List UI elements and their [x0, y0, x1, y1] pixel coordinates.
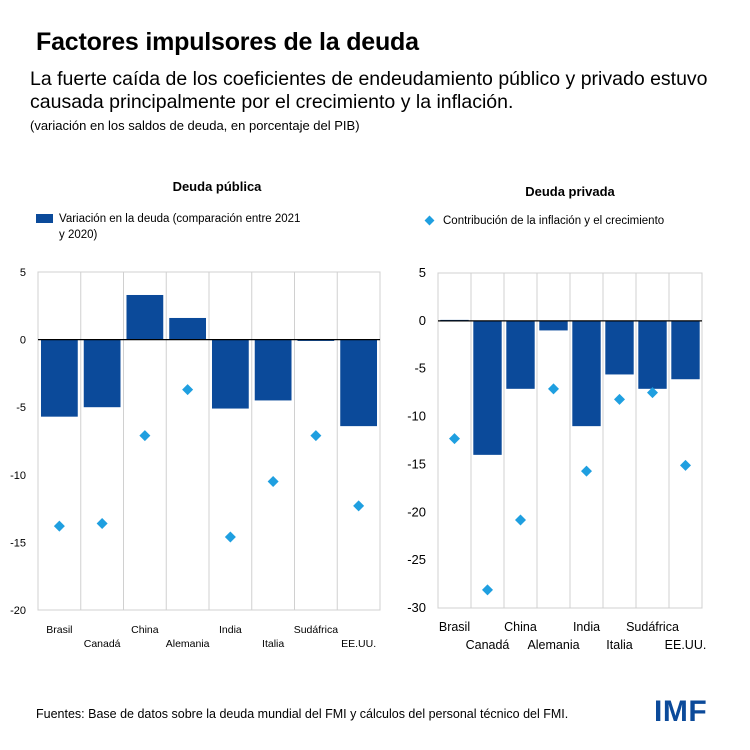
bar-ee-uu — [340, 339, 378, 427]
private-debt-title: Deuda privada — [525, 184, 615, 199]
unit-note: (variación en los saldos de deuda, en po… — [30, 118, 360, 133]
diamond-china — [139, 430, 151, 442]
y-tick-label: 5 — [20, 267, 26, 279]
bar-canada — [83, 339, 121, 408]
category-label-canada: Canadá — [466, 638, 510, 652]
y-tick-label: 5 — [419, 265, 426, 280]
bar-ee-uu — [671, 320, 700, 380]
diamond-alemania — [182, 384, 194, 396]
public-debt-chart: 5 0 -5 -10 -15 -20 Brasil Canadá China Alemania In… — [10, 267, 381, 650]
category-label-brasil: Brasil — [46, 624, 72, 636]
diamond-canada — [96, 517, 108, 529]
category-label-alemania: Alemania — [166, 638, 210, 650]
bar-alemania — [539, 320, 568, 331]
category-label-india: India — [573, 620, 600, 634]
bar-canada — [473, 320, 502, 455]
category-label-sudafrica: Sudáfrica — [626, 620, 679, 634]
public-debt-title: Deuda pública — [172, 179, 262, 194]
diamond-ee-uu — [680, 459, 691, 471]
chart-subtitle: La fuerte caída de los coeficientes de e… — [30, 68, 708, 113]
imf-logo: IMF — [654, 695, 708, 728]
category-label-ee-uu: EE.UU. — [341, 638, 376, 650]
public-debt-legend-label: Variación en la deuda (comparación entre… — [59, 213, 301, 241]
category-label-brasil: Brasil — [439, 620, 470, 634]
private-debt-legend-label: Contribución de la inflación y el crecim… — [443, 215, 665, 227]
legend-bar-swatch — [36, 214, 53, 223]
bar-india — [572, 320, 601, 427]
category-label-ee-uu: EE.UU. — [665, 638, 707, 652]
diamond-india — [581, 465, 592, 477]
bar-italia — [254, 339, 292, 401]
bar-india — [211, 339, 249, 409]
bar-italia — [605, 320, 634, 375]
diamond-canada — [482, 584, 493, 596]
y-tick-label: 0 — [419, 313, 426, 328]
y-tick-label: -5 — [414, 361, 426, 376]
diamond-alemania — [548, 383, 559, 395]
diamond-italia — [614, 393, 625, 405]
y-tick-label: -15 — [407, 456, 426, 471]
category-label-italia: Italia — [606, 638, 632, 652]
diamond-sudafrica — [647, 387, 658, 399]
category-label-india: India — [219, 624, 242, 636]
private-debt-legend: Contribución de la inflación y el crecim… — [422, 213, 722, 229]
y-tick-label: 0 — [20, 335, 26, 347]
category-label-china: China — [131, 624, 159, 636]
sources-note: Fuentes: Base de datos sobre la deuda mu… — [36, 707, 569, 721]
private-debt-chart: 5 0 -5 -10 -15 -20 -25 -30 Brasil Canadá China Alem… — [407, 265, 707, 652]
diamond-china — [515, 514, 526, 526]
category-label-sudafrica: Sudáfrica — [294, 624, 339, 636]
diamond-brasil — [53, 520, 65, 532]
y-tick-label: -10 — [407, 409, 426, 424]
bar-sudafrica — [638, 320, 667, 389]
bar-sudafrica — [297, 339, 335, 341]
bar-brasil — [40, 339, 78, 417]
diamond-brasil — [449, 433, 460, 445]
chart-title: Factores impulsores de la deuda — [36, 28, 419, 56]
diamond-ee-uu — [353, 500, 365, 512]
bar-china — [506, 320, 535, 389]
y-tick-label: -15 — [10, 537, 26, 549]
y-tick-label: -5 — [16, 402, 26, 414]
y-tick-label: -25 — [407, 552, 426, 567]
diamond-italia — [267, 476, 279, 488]
y-tick-label: -20 — [10, 605, 26, 617]
category-label-china: China — [504, 620, 537, 634]
category-label-italia: Italia — [262, 638, 284, 650]
diamond-sudafrica — [310, 430, 322, 442]
diamond-india — [224, 531, 236, 543]
category-label-canada: Canadá — [84, 638, 121, 650]
bar-alemania — [169, 317, 207, 340]
public-debt-legend: Variación en la deuda (comparación entre… — [36, 211, 306, 243]
y-tick-label: -10 — [10, 470, 26, 482]
y-tick-label: -30 — [407, 600, 426, 615]
category-label-alemania: Alemania — [527, 638, 579, 652]
y-tick-label: -20 — [407, 504, 426, 519]
bar-china — [126, 294, 164, 340]
legend-diamond-swatch — [424, 215, 435, 226]
